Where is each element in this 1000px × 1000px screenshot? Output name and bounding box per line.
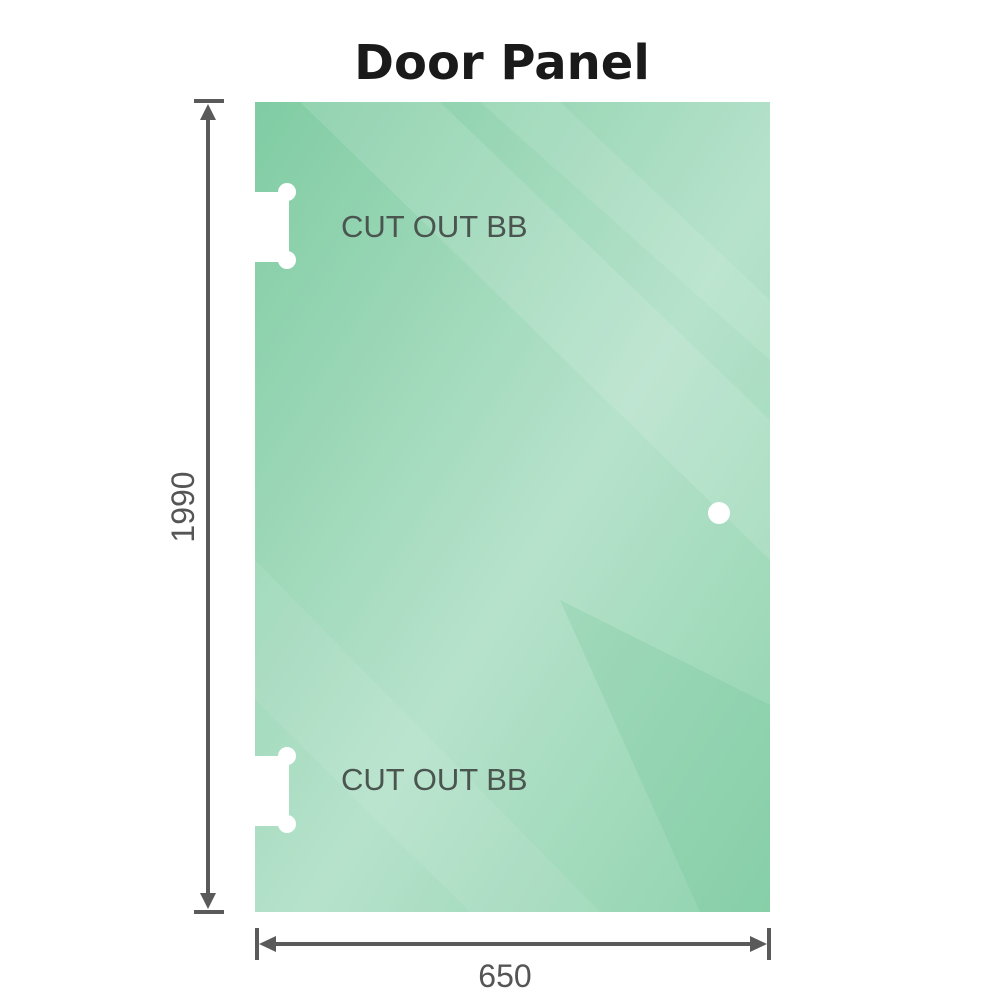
glass-reflection (560, 600, 770, 912)
width-dimension (255, 928, 771, 960)
glass-reflection (300, 102, 770, 560)
height-dimension (194, 99, 224, 914)
glass-reflection (480, 102, 770, 360)
glass-panel (255, 102, 770, 912)
diagram-title: Door Panel (354, 35, 650, 91)
handle-hole (708, 502, 730, 524)
width-label: 650 (478, 958, 531, 994)
cutout-label-bottom: CUT OUT BB (341, 762, 528, 797)
glass-reflection (255, 560, 600, 912)
cutout-bottom (253, 747, 296, 833)
cutout-top (253, 183, 296, 269)
cutout-label-top: CUT OUT BB (341, 209, 528, 244)
height-label: 1990 (165, 471, 201, 542)
